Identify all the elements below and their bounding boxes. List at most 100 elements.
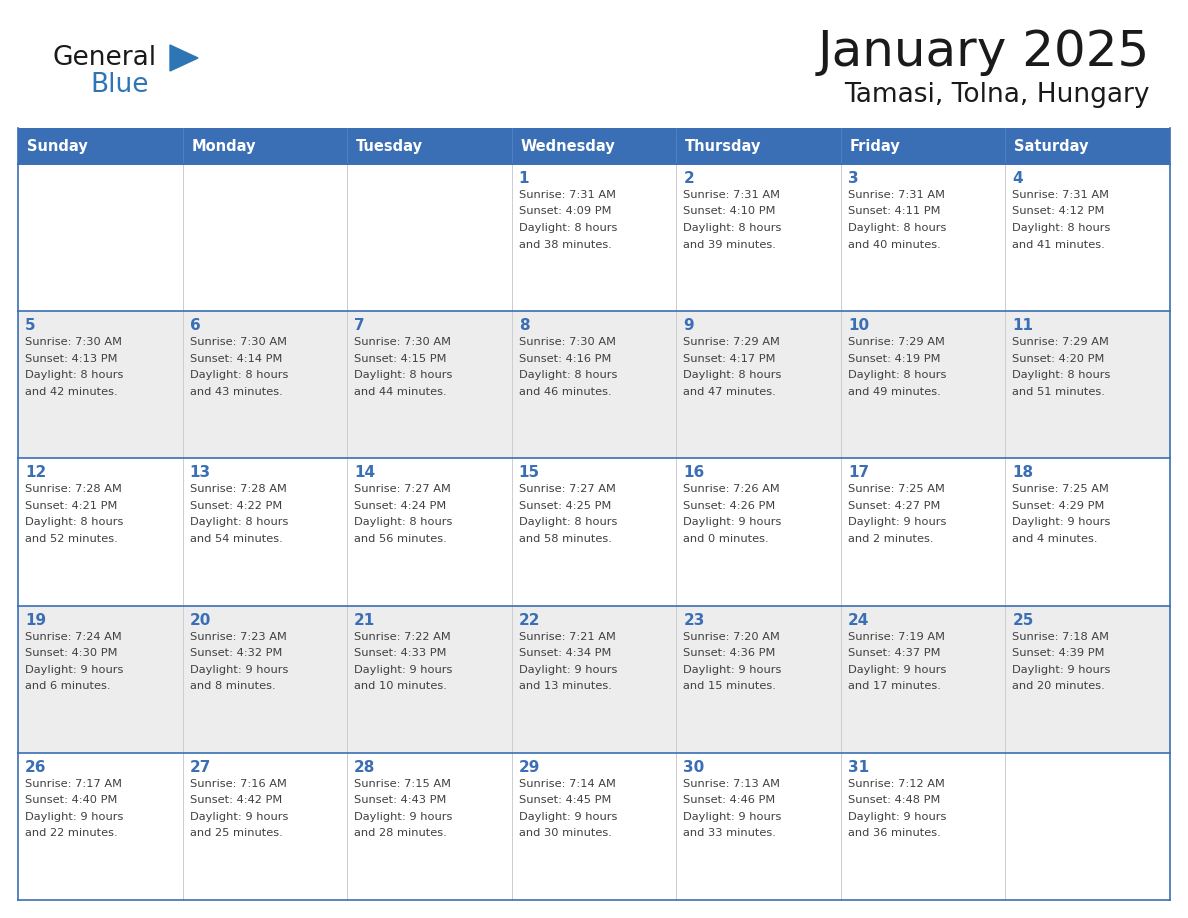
Text: Sunset: 4:12 PM: Sunset: 4:12 PM (1012, 207, 1105, 217)
Text: Sunrise: 7:19 AM: Sunrise: 7:19 AM (848, 632, 944, 642)
Text: 1: 1 (519, 171, 529, 186)
Text: Daylight: 9 hours: Daylight: 9 hours (683, 665, 782, 675)
Text: Daylight: 8 hours: Daylight: 8 hours (190, 518, 287, 528)
Text: Sunset: 4:36 PM: Sunset: 4:36 PM (683, 648, 776, 658)
Text: Sunrise: 7:13 AM: Sunrise: 7:13 AM (683, 778, 781, 789)
Text: Sunrise: 7:29 AM: Sunrise: 7:29 AM (848, 337, 944, 347)
Text: Sunset: 4:40 PM: Sunset: 4:40 PM (25, 795, 118, 805)
Polygon shape (170, 45, 198, 71)
Text: Sunset: 4:24 PM: Sunset: 4:24 PM (354, 501, 447, 511)
Text: Sunset: 4:32 PM: Sunset: 4:32 PM (190, 648, 282, 658)
Text: and 30 minutes.: and 30 minutes. (519, 828, 612, 838)
Text: 18: 18 (1012, 465, 1034, 480)
Text: 6: 6 (190, 319, 201, 333)
Text: 5: 5 (25, 319, 36, 333)
Text: and 0 minutes.: and 0 minutes. (683, 534, 769, 543)
Text: Sunrise: 7:14 AM: Sunrise: 7:14 AM (519, 778, 615, 789)
Text: Sunset: 4:39 PM: Sunset: 4:39 PM (1012, 648, 1105, 658)
Text: Sunrise: 7:31 AM: Sunrise: 7:31 AM (683, 190, 781, 200)
Text: Daylight: 8 hours: Daylight: 8 hours (25, 518, 124, 528)
Text: Sunrise: 7:18 AM: Sunrise: 7:18 AM (1012, 632, 1110, 642)
Text: 30: 30 (683, 760, 704, 775)
Text: 11: 11 (1012, 319, 1034, 333)
Text: Thursday: Thursday (685, 139, 762, 153)
Text: Sunset: 4:14 PM: Sunset: 4:14 PM (190, 353, 282, 364)
Text: and 4 minutes.: and 4 minutes. (1012, 534, 1098, 543)
Text: Wednesday: Wednesday (520, 139, 615, 153)
Text: Sunrise: 7:27 AM: Sunrise: 7:27 AM (519, 485, 615, 495)
Text: and 40 minutes.: and 40 minutes. (848, 240, 941, 250)
Text: Sunset: 4:19 PM: Sunset: 4:19 PM (848, 353, 941, 364)
Text: Daylight: 8 hours: Daylight: 8 hours (1012, 370, 1111, 380)
Text: Sunrise: 7:30 AM: Sunrise: 7:30 AM (25, 337, 122, 347)
Text: 26: 26 (25, 760, 46, 775)
Text: Sunrise: 7:15 AM: Sunrise: 7:15 AM (354, 778, 451, 789)
Text: and 49 minutes.: and 49 minutes. (848, 386, 941, 397)
Text: 17: 17 (848, 465, 868, 480)
Text: Sunset: 4:09 PM: Sunset: 4:09 PM (519, 207, 611, 217)
Text: Saturday: Saturday (1015, 139, 1089, 153)
Text: and 2 minutes.: and 2 minutes. (848, 534, 934, 543)
Text: Sunrise: 7:30 AM: Sunrise: 7:30 AM (519, 337, 615, 347)
Text: and 20 minutes.: and 20 minutes. (1012, 681, 1105, 691)
Text: Daylight: 9 hours: Daylight: 9 hours (354, 665, 453, 675)
Text: and 38 minutes.: and 38 minutes. (519, 240, 612, 250)
Text: Friday: Friday (849, 139, 901, 153)
Text: Sunset: 4:29 PM: Sunset: 4:29 PM (1012, 501, 1105, 511)
Text: 21: 21 (354, 612, 375, 628)
Text: Daylight: 8 hours: Daylight: 8 hours (190, 370, 287, 380)
Text: 29: 29 (519, 760, 541, 775)
Bar (18, 753, 1170, 900)
Text: Daylight: 9 hours: Daylight: 9 hours (354, 812, 453, 822)
Text: Sunrise: 7:25 AM: Sunrise: 7:25 AM (1012, 485, 1110, 495)
Text: 23: 23 (683, 612, 704, 628)
Text: and 13 minutes.: and 13 minutes. (519, 681, 612, 691)
Text: and 41 minutes.: and 41 minutes. (1012, 240, 1105, 250)
Text: Sunrise: 7:29 AM: Sunrise: 7:29 AM (683, 337, 781, 347)
Text: January 2025: January 2025 (817, 28, 1150, 76)
Text: Sunset: 4:22 PM: Sunset: 4:22 PM (190, 501, 282, 511)
Text: Blue: Blue (90, 72, 148, 98)
Text: 15: 15 (519, 465, 539, 480)
Bar (841, 128, 1005, 164)
Text: Daylight: 9 hours: Daylight: 9 hours (519, 812, 617, 822)
Text: 4: 4 (1012, 171, 1023, 186)
Text: Sunset: 4:27 PM: Sunset: 4:27 PM (848, 501, 940, 511)
Text: Daylight: 8 hours: Daylight: 8 hours (683, 370, 782, 380)
Text: Sunrise: 7:22 AM: Sunrise: 7:22 AM (354, 632, 451, 642)
Text: Daylight: 9 hours: Daylight: 9 hours (683, 518, 782, 528)
Text: Sunset: 4:10 PM: Sunset: 4:10 PM (683, 207, 776, 217)
Text: 12: 12 (25, 465, 46, 480)
Text: Sunrise: 7:16 AM: Sunrise: 7:16 AM (190, 778, 286, 789)
Text: and 10 minutes.: and 10 minutes. (354, 681, 447, 691)
Text: and 17 minutes.: and 17 minutes. (848, 681, 941, 691)
Text: Sunrise: 7:24 AM: Sunrise: 7:24 AM (25, 632, 121, 642)
Text: and 39 minutes.: and 39 minutes. (683, 240, 776, 250)
Text: and 42 minutes.: and 42 minutes. (25, 386, 118, 397)
Text: and 58 minutes.: and 58 minutes. (519, 534, 612, 543)
Text: and 36 minutes.: and 36 minutes. (848, 828, 941, 838)
Text: Daylight: 9 hours: Daylight: 9 hours (519, 665, 617, 675)
Text: Sunset: 4:16 PM: Sunset: 4:16 PM (519, 353, 611, 364)
Text: 16: 16 (683, 465, 704, 480)
Bar (18, 311, 1170, 458)
Text: 2: 2 (683, 171, 694, 186)
Text: and 47 minutes.: and 47 minutes. (683, 386, 776, 397)
Text: Sunset: 4:33 PM: Sunset: 4:33 PM (354, 648, 447, 658)
Text: Sunrise: 7:17 AM: Sunrise: 7:17 AM (25, 778, 122, 789)
Text: and 52 minutes.: and 52 minutes. (25, 534, 118, 543)
Text: Sunset: 4:30 PM: Sunset: 4:30 PM (25, 648, 118, 658)
Text: Sunset: 4:42 PM: Sunset: 4:42 PM (190, 795, 282, 805)
Text: Sunset: 4:17 PM: Sunset: 4:17 PM (683, 353, 776, 364)
Text: Sunrise: 7:31 AM: Sunrise: 7:31 AM (848, 190, 944, 200)
Text: Sunrise: 7:30 AM: Sunrise: 7:30 AM (190, 337, 286, 347)
Text: and 56 minutes.: and 56 minutes. (354, 534, 447, 543)
Bar (347, 128, 512, 164)
Bar (676, 128, 841, 164)
Text: and 6 minutes.: and 6 minutes. (25, 681, 110, 691)
Text: Daylight: 9 hours: Daylight: 9 hours (1012, 665, 1111, 675)
Text: Daylight: 9 hours: Daylight: 9 hours (25, 665, 124, 675)
Text: Daylight: 9 hours: Daylight: 9 hours (848, 518, 946, 528)
Text: and 15 minutes.: and 15 minutes. (683, 681, 776, 691)
Text: Sunrise: 7:28 AM: Sunrise: 7:28 AM (190, 485, 286, 495)
